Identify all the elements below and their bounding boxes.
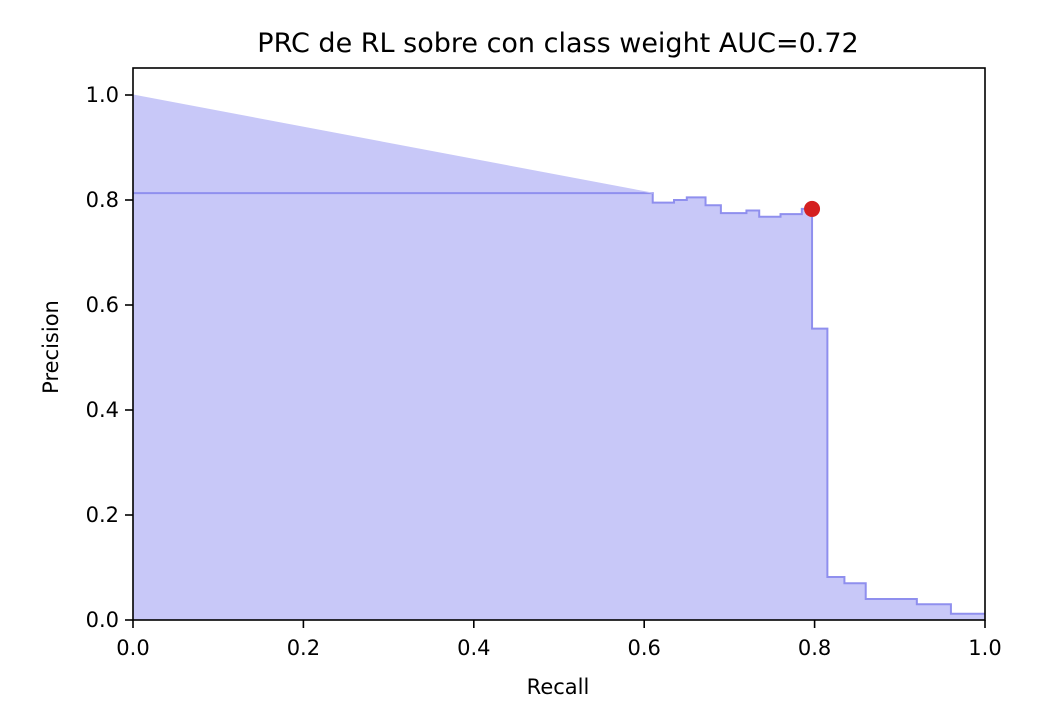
- x-tick-label: 1.0: [968, 636, 1001, 660]
- y-tick-label: 0.6: [86, 293, 119, 317]
- x-axis-label: Recall: [527, 675, 590, 699]
- y-tick-label: 0.2: [86, 503, 119, 527]
- y-tick-label: 0.4: [86, 398, 119, 422]
- x-tick-label: 0.4: [457, 636, 490, 660]
- plot-area: [132, 94, 985, 620]
- y-tick-label: 0.8: [86, 188, 119, 212]
- y-tick-label: 1.0: [86, 83, 119, 107]
- x-tick-label: 0.0: [116, 636, 149, 660]
- optimal-threshold-marker: [804, 200, 821, 217]
- y-axis: 0.0 0.2 0.4 0.6 0.8 1.0: [86, 83, 133, 632]
- y-axis-label: Precision: [39, 300, 63, 394]
- pr-curve-line: [133, 192, 985, 615]
- x-tick-label: 0.2: [287, 636, 320, 660]
- x-axis: 0.0 0.2 0.4 0.6 0.8 1.0: [116, 620, 1002, 660]
- plot-frame: [132, 67, 986, 621]
- x-tick-label: 0.8: [798, 636, 831, 660]
- pr-curve-fill-area: [133, 95, 985, 620]
- chart-title: PRC de RL sobre con class weight AUC=0.7…: [257, 28, 858, 59]
- pr-curve-interpolation-line: [132, 94, 653, 194]
- y-tick-label: 0.0: [86, 608, 119, 632]
- x-tick-label: 0.6: [627, 636, 660, 660]
